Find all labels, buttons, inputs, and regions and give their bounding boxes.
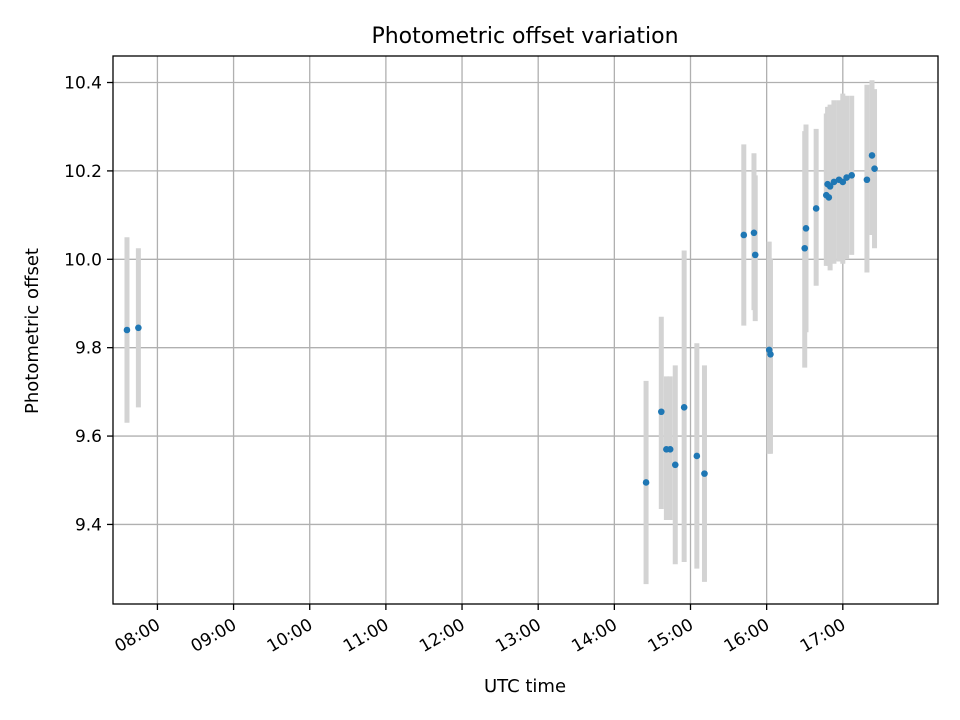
data-point: [871, 165, 878, 172]
chart-title: Photometric offset variation: [371, 24, 678, 49]
data-point: [693, 452, 701, 460]
x-tick-label: 11:00: [340, 615, 392, 657]
data-point: [802, 225, 810, 232]
data-point: [812, 205, 820, 212]
data-point: [701, 470, 708, 477]
data-point: [642, 479, 650, 486]
data-point: [658, 408, 665, 416]
data-point: [825, 194, 833, 201]
data-point: [740, 231, 748, 239]
y-tick-label: 9.4: [75, 515, 102, 535]
data-point: [848, 172, 855, 179]
grid-layer: [113, 56, 938, 604]
data-point: [123, 326, 131, 334]
x-tick-label: 14:00: [568, 615, 620, 657]
y-axis-label: Photometric offset: [22, 248, 43, 414]
x-axis-label: UTC time: [484, 676, 566, 697]
data-point: [868, 152, 876, 159]
x-tick-label: 17:00: [797, 615, 849, 657]
data-point: [680, 404, 688, 411]
x-tick-label: 12:00: [416, 615, 468, 657]
y-tick-label: 9.8: [75, 339, 102, 359]
data-point: [671, 461, 679, 469]
data-point: [843, 174, 850, 181]
y-tick-label: 10.4: [64, 74, 102, 94]
errorbar-layer: [124, 80, 878, 585]
data-point: [863, 176, 871, 184]
x-tick-label: 09:00: [188, 615, 240, 657]
data-point: [666, 446, 674, 453]
y-tick-label: 9.6: [75, 427, 102, 447]
data-point: [751, 251, 759, 259]
data-point: [767, 351, 774, 358]
tick-layer: 08:00 09:00 10:00 11:00 12:00 13:00 14:00 15:00…: [64, 74, 849, 657]
data-point: [750, 229, 758, 237]
data-point: [830, 178, 838, 186]
x-tick-label: 08:00: [111, 615, 163, 657]
plot-frame: [112, 55, 939, 605]
point-layer: [123, 152, 878, 486]
x-tick-label: 13:00: [492, 615, 544, 657]
x-tick-label: 10:00: [264, 615, 316, 657]
data-point: [839, 178, 847, 186]
x-tick-label: 16:00: [721, 615, 773, 657]
data-point: [135, 324, 142, 332]
data-point: [801, 244, 809, 252]
y-tick-label: 10.2: [64, 162, 102, 182]
y-tick-label: 10.0: [64, 250, 102, 270]
data-point: [826, 183, 834, 190]
x-tick-label: 15:00: [645, 615, 697, 657]
